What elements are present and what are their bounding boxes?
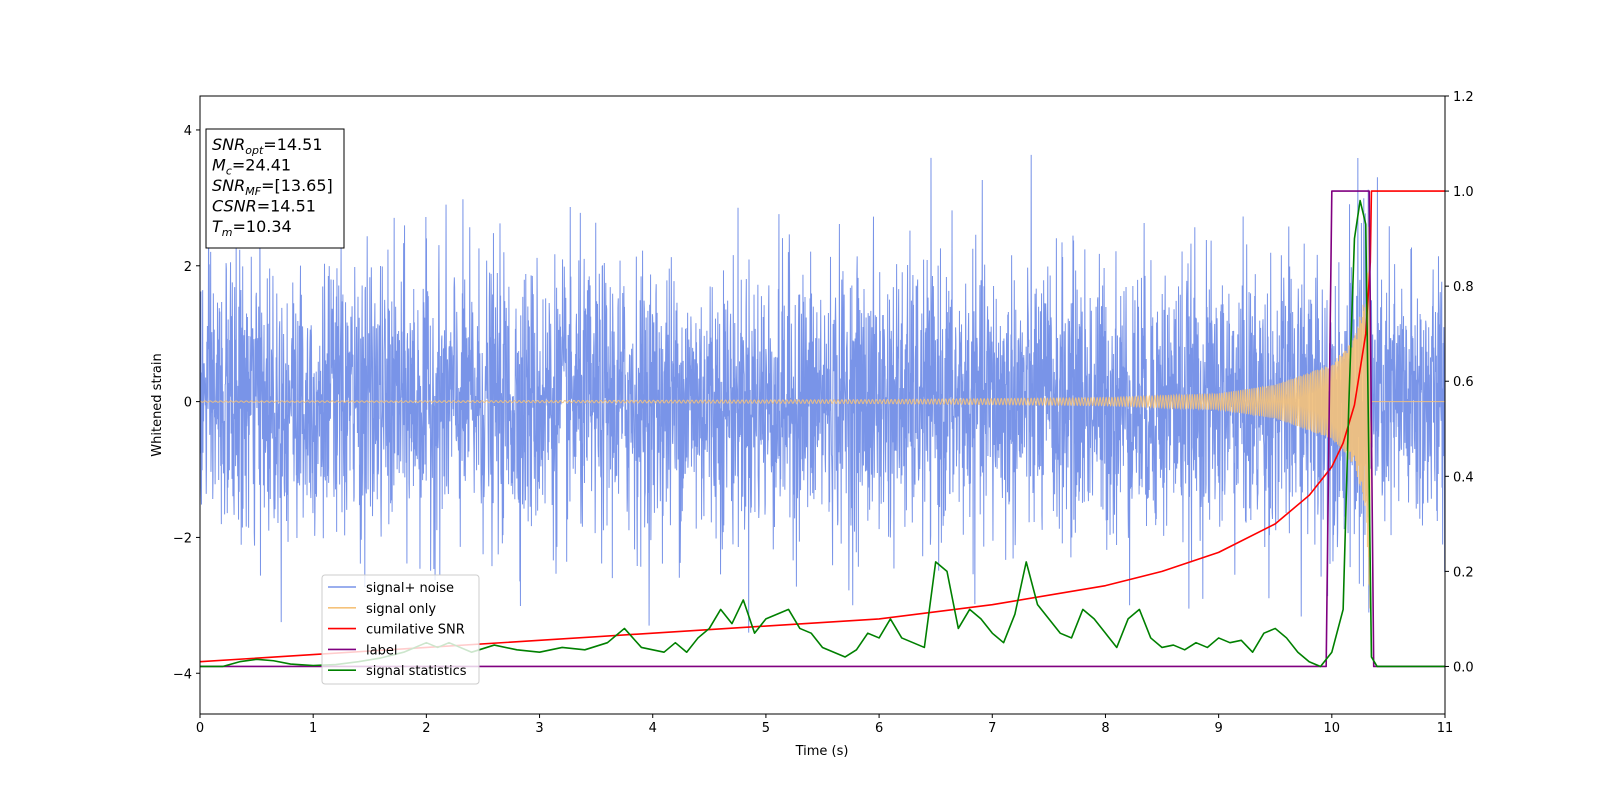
y-tick-label: −4 bbox=[173, 667, 192, 682]
legend-label: signal statistics bbox=[366, 664, 467, 679]
y-tick-label: −2 bbox=[173, 531, 192, 546]
y-tick-label: 4 bbox=[184, 124, 192, 139]
x-tick-label: 5 bbox=[762, 721, 770, 736]
x-tick-label: 0 bbox=[196, 721, 204, 736]
annotation-box: SNRopt=14.51Mc=24.41SNRMF=[13.65]CSNR=14… bbox=[205, 128, 345, 249]
y-tick-label: 2 bbox=[184, 260, 192, 275]
x-tick-label: 9 bbox=[1214, 721, 1222, 736]
x-tick-label: 6 bbox=[875, 721, 883, 736]
legend-label: cumilative SNR bbox=[366, 623, 465, 638]
y-tick-label: 0 bbox=[184, 396, 192, 411]
y-axis-label: Whitened strain bbox=[150, 353, 165, 456]
x-axis-label: Time (s) bbox=[795, 744, 849, 759]
annotation-line: SNRopt=14.51 bbox=[212, 135, 323, 157]
y2-tick-label: 0.4 bbox=[1453, 470, 1474, 485]
y2-tick-label: 0.8 bbox=[1453, 280, 1474, 295]
y2-tick-label: 1.2 bbox=[1453, 90, 1474, 105]
y2-tick-label: 1.0 bbox=[1453, 185, 1474, 200]
x-tick-label: 10 bbox=[1324, 721, 1341, 736]
legend-label: label bbox=[366, 643, 397, 658]
annotation-line: Mc=24.41 bbox=[212, 156, 291, 178]
x-tick-label: 1 bbox=[309, 721, 317, 736]
x-tick-label: 3 bbox=[535, 721, 543, 736]
annotation-line: SNRMF=[13.65] bbox=[212, 176, 333, 198]
legend-label: signal only bbox=[366, 602, 436, 617]
y2-tick-label: 0.0 bbox=[1453, 660, 1474, 675]
x-tick-label: 8 bbox=[1101, 721, 1109, 736]
plot-frame bbox=[199, 95, 1446, 715]
annotation-line: Tm=10.34 bbox=[212, 217, 292, 239]
y2-tick-label: 0.6 bbox=[1453, 375, 1474, 390]
legend: signal+ noise signal only cumilative SNR la… bbox=[321, 574, 480, 685]
annotation-frame bbox=[205, 128, 345, 249]
series-signal-only-line bbox=[200, 214, 1445, 609]
legend-frame bbox=[321, 574, 480, 685]
y2-tick-label: 0.2 bbox=[1453, 565, 1474, 580]
legend-label: signal+ noise bbox=[366, 581, 454, 596]
series-signal-statistics-line bbox=[200, 199, 1445, 668]
x-tick-label: 11 bbox=[1437, 721, 1454, 736]
x-tick-label: 7 bbox=[988, 721, 996, 736]
annotation-line: CSNR=14.51 bbox=[212, 197, 316, 216]
series-signal-noise-line bbox=[200, 154, 1445, 633]
series-cumilative-snr-line bbox=[200, 190, 1445, 663]
x-tick-label: 2 bbox=[422, 721, 430, 736]
x-tick-label: 4 bbox=[649, 721, 657, 736]
